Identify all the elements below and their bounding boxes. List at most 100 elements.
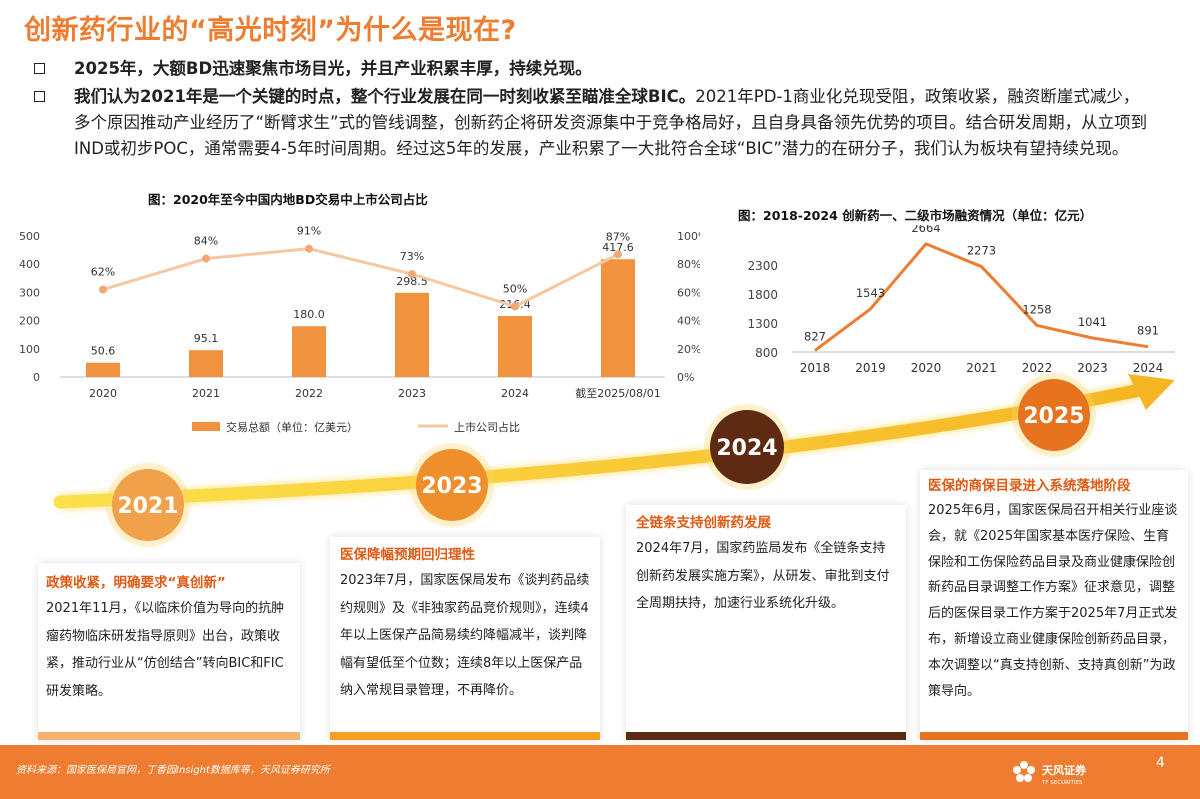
x-tick-label: 2019	[855, 361, 886, 375]
y-left-tick: 300	[19, 286, 40, 299]
bar	[189, 350, 223, 377]
line-data-label: 827	[804, 329, 826, 343]
bullet-2-rest: 2021年PD-1商业化兑现受阻，政策收紧，融资断崖式减少，多个原因推动产业经历…	[74, 87, 1148, 158]
card-2021-heading: 政策收紧，明确要求“真创新”	[46, 575, 226, 591]
x-tick-label: 2018	[800, 361, 831, 375]
card-2025-heading: 医保的商保目录进入系统落地阶段	[928, 478, 1131, 494]
y-left-tick: 100	[19, 343, 40, 356]
page-title: 创新药行业的“高光时刻”为什么是现在?	[24, 15, 517, 46]
card-2024-bar	[626, 732, 906, 740]
brand-name-en: TF SECURITIES	[1041, 780, 1083, 786]
year-circle	[710, 410, 784, 484]
year-label: 2025	[1023, 404, 1084, 429]
flower-icon	[1013, 761, 1035, 782]
y-left-tick: 200	[19, 315, 40, 328]
bullet-square-icon	[34, 91, 45, 102]
legend-line-label: 上市公司占比	[454, 420, 520, 434]
card-2023-body: 2023年7月，国家医保局发布《谈判药品续约规则》及《非独家药品竞价规则》，连续…	[340, 573, 590, 698]
bar	[395, 292, 429, 377]
line-data-label: 87%	[606, 230, 630, 243]
line-point	[202, 254, 210, 263]
y-right-tick: 60%	[677, 286, 700, 299]
y-right-tick: 100%	[677, 230, 700, 243]
y-right-tick: 0%	[677, 371, 694, 384]
bar	[601, 259, 635, 377]
x-tick-label: 2023	[1077, 361, 1108, 375]
bullet-1-text: 2025年，大额BD迅速聚焦市场目光，并且产业积累丰厚，持续兑现。	[74, 59, 592, 78]
bar-data-label: 180.0	[293, 308, 325, 321]
timeline-card-2024: 全链条支持创新药发展 2024年7月，国家药监局发布《全链条支持创新药发展实施方…	[626, 505, 906, 740]
x-tick-label: 2024	[1133, 361, 1164, 375]
card-2024-heading: 全链条支持创新药发展	[636, 515, 771, 531]
y-tick-label: 1300	[747, 317, 778, 331]
line-point	[99, 285, 107, 294]
bar-data-label: 417.6	[602, 241, 634, 254]
x-tick-label: 2020	[911, 361, 942, 375]
card-2024-body: 2024年7月，国家药监局发布《全链条支持创新药发展实施方案》，从研发、审批到支…	[636, 541, 890, 611]
arrow-head-icon	[1128, 374, 1175, 410]
x-tick-label: 截至2025/08/01	[575, 386, 660, 400]
line-data-label: 50%	[503, 283, 527, 296]
x-tick-label: 2022	[295, 387, 323, 400]
bullet-2-text: 我们认为2021年是一个关键的时点，整个行业发展在同一时刻收紧至瞄准全球BIC。…	[74, 84, 1154, 162]
x-tick-label: 2024	[501, 387, 529, 400]
y-left-tick: 400	[19, 258, 40, 271]
line-data-label: 2664	[911, 225, 940, 235]
timeline-card-2023: 医保降幅预期回归理性 2023年7月，国家医保局发布《谈判药品续约规则》及《非独…	[330, 537, 600, 740]
y-left-tick: 0	[33, 371, 40, 384]
bullet-square-icon	[34, 63, 45, 74]
timeline-card-2021: 政策收紧，明确要求“真创新” 2021年11月，《以临床价值为导向的抗肿瘤药物临…	[38, 563, 300, 740]
y-tick-label: 1800	[747, 288, 778, 302]
line-data-label: 62%	[91, 266, 115, 279]
line-data-label: 1041	[1078, 315, 1107, 329]
card-2025-bar	[920, 732, 1188, 740]
footer-source: 资料来源：国家医保局官网，丁香园Insight数据库等，天风证券研究所	[16, 765, 330, 776]
line-data-label: 73%	[400, 250, 424, 263]
y-tick-label: 800	[755, 346, 778, 360]
bar-data-label: 50.6	[91, 345, 116, 358]
timeline-arrow: 2021 2023 2024 2025	[53, 373, 1175, 547]
bd-deal-chart: 0 100 200 300 400 500 0% 20% 40% 60% 80% 100% 50.6 95…	[19, 225, 700, 434]
year-label: 2023	[421, 474, 482, 499]
timeline-card-2025: 医保的商保目录进入系统落地阶段 2025年6月，国家医保局召开相关行业座谈会，就…	[920, 470, 1188, 740]
year-circle	[1018, 379, 1090, 451]
card-2023-heading: 医保降幅预期回归理性	[340, 547, 475, 563]
legend-bar-label: 交易总额（单位：亿美元）	[226, 420, 358, 434]
bullet-2-bold: 我们认为2021年是一个关键的时点，整个行业发展在同一时刻收紧至瞄准全球BIC。	[74, 87, 696, 106]
line-series	[102, 247, 619, 309]
card-2021-body: 2021年11月，《以临床价值为导向的抗肿瘤药物临床研发指导原则》出台，政策收紧…	[46, 601, 285, 699]
bar	[86, 362, 120, 377]
financing-chart: 800 1300 1800 2300 827 1543 2664 2273 1258 1041 89…	[747, 225, 1175, 375]
card-2025-body: 2025年6月，国家医保局召开相关行业座谈会，就《2025年国家基本医疗保险、生…	[928, 503, 1178, 699]
brand-logo: 天风证券 TF SECURITIES	[1013, 761, 1087, 786]
chart-2-title: 图：2018-2024 创新药一、二级市场融资情况（单位：亿元）	[738, 208, 1093, 223]
year-label: 2024	[716, 436, 777, 461]
line-point	[305, 244, 313, 253]
brand-name: 天风证券	[1042, 763, 1087, 777]
line-data-label: 1543	[856, 286, 885, 300]
bar	[498, 315, 532, 377]
legend-bar-swatch	[192, 422, 220, 431]
y-right-tick: 40%	[677, 315, 700, 328]
bar-data-label: 95.1	[194, 332, 219, 345]
card-2021-bar	[38, 732, 300, 740]
card-2023-bar	[330, 732, 600, 740]
x-tick-label: 2021	[966, 361, 997, 375]
year-circle	[416, 449, 488, 521]
line-data-label: 891	[1137, 324, 1159, 338]
x-tick-label: 2022	[1022, 361, 1053, 375]
line-data-label: 91%	[297, 225, 321, 238]
arrow-body	[53, 383, 1147, 509]
year-circle	[112, 469, 184, 541]
footer: 资料来源：国家医保局官网，丁香园Insight数据库等，天风证券研究所 天风证券…	[0, 745, 1200, 799]
line-series	[814, 242, 1149, 352]
x-tick-label: 2023	[398, 387, 426, 400]
line-data-label: 1258	[1022, 302, 1051, 316]
y-left-tick: 500	[19, 230, 40, 243]
y-right-tick: 20%	[677, 343, 700, 356]
line-point	[511, 302, 519, 311]
x-tick-label: 2021	[192, 387, 220, 400]
year-label: 2021	[117, 494, 178, 519]
line-point	[614, 250, 622, 259]
line-data-label: 84%	[194, 235, 218, 248]
